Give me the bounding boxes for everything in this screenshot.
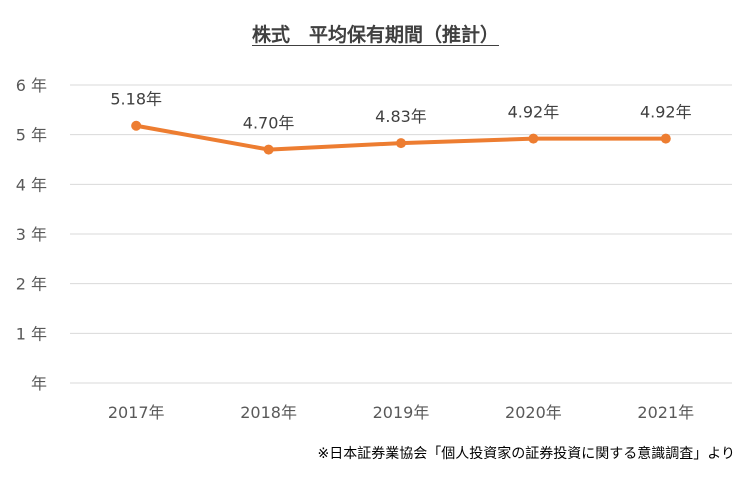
data-point	[263, 144, 274, 155]
source-note: ※日本証券業協会「個人投資家の証券投資に関する意識調査」より	[317, 446, 735, 462]
chart-title: 株式 平均保有期間（推計）	[0, 20, 751, 47]
y-tick-label: 1 年	[16, 324, 47, 343]
data-point	[660, 133, 671, 144]
gridlines	[70, 84, 732, 384]
x-tick-label: 2017年	[108, 403, 165, 422]
x-axis-tick-labels: 2017年 2018年 2019年 2020年 2021年	[108, 403, 694, 422]
chart-title-text: 株式 平均保有期間（推計）	[251, 24, 499, 46]
x-tick-label: 2020年	[505, 403, 562, 422]
x-tick-label: 2019年	[373, 403, 430, 422]
data-points	[131, 120, 671, 155]
data-label: 4.83年	[375, 107, 427, 126]
x-tick-label: 2018年	[240, 403, 297, 422]
y-axis-tick-labels: 年 1 年 2 年 3 年 4 年 5 年 6 年	[16, 76, 47, 393]
y-tick-label: 5 年	[16, 126, 47, 145]
data-point	[396, 138, 406, 149]
y-tick-label: 3 年	[16, 225, 47, 244]
data-label: 4.70年	[243, 114, 295, 133]
data-point	[131, 120, 142, 131]
y-tick-label: 6 年	[16, 76, 47, 95]
data-label: 4.92年	[508, 103, 560, 122]
x-tick-label: 2021年	[637, 403, 694, 422]
y-tick-label: 年	[31, 374, 47, 393]
y-tick-label: 2 年	[16, 275, 47, 294]
data-labels: 5.18年 4.70年 4.83年 4.92年 4.92年	[110, 90, 691, 133]
data-point	[528, 133, 539, 144]
data-label: 4.92年	[640, 103, 692, 122]
y-tick-label: 4 年	[16, 175, 47, 194]
data-label: 5.18年	[110, 90, 162, 109]
